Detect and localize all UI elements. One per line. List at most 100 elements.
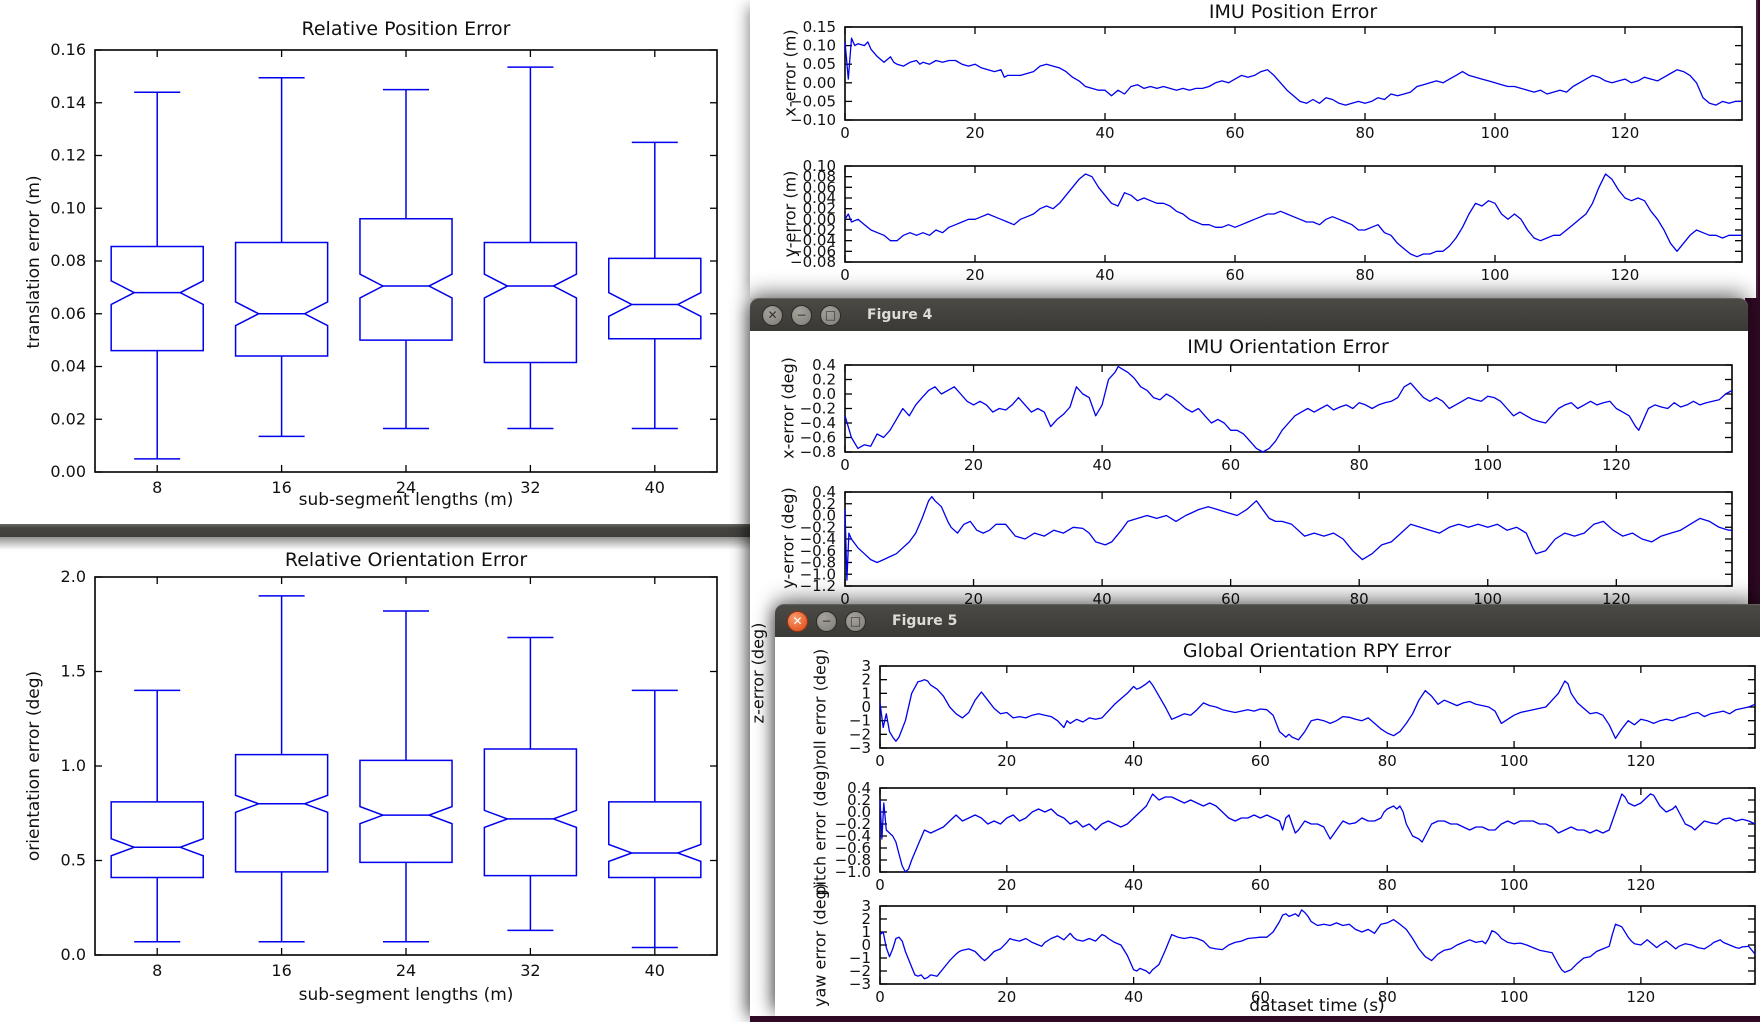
svg-text:120: 120 [1611,266,1640,284]
svg-text:0.2: 0.2 [812,371,836,389]
svg-text:80: 80 [1350,590,1369,608]
svg-text:60: 60 [1221,590,1240,608]
svg-text:8: 8 [152,478,162,497]
window-imu-position-error: IMU Position Error x-error (m) y-error (… [750,0,1758,298]
window-figure-5: ✕ − □ Figure 5 Global Orientation RPY Er… [775,604,1760,1016]
svg-text:60: 60 [1225,266,1244,284]
svg-text:32: 32 [520,961,540,980]
svg-text:−0.06: −0.06 [790,242,836,260]
svg-text:−0.02: −0.02 [790,221,836,239]
svg-text:−0.6: −0.6 [835,839,871,857]
svg-text:0.08: 0.08 [50,251,86,270]
x-axis-label-dataset-time: dataset time (s) [1249,996,1385,1016]
svg-text:1: 1 [861,923,871,941]
svg-text:0.00: 0.00 [50,462,86,481]
maximize-icon[interactable]: □ [820,304,841,326]
svg-text:0.0: 0.0 [61,945,86,964]
svg-text:24: 24 [396,961,416,980]
svg-text:40: 40 [1124,752,1143,770]
svg-text:80: 80 [1355,124,1374,142]
svg-text:−0.2: −0.2 [800,400,836,418]
svg-text:100: 100 [1500,988,1529,1006]
chart-title-relative-position-error: Relative Position Error [301,18,511,40]
close-icon[interactable]: ✕ [762,304,783,326]
svg-text:0.2: 0.2 [812,495,836,513]
svg-text:−0.8: −0.8 [800,554,836,572]
svg-text:−0.4: −0.4 [800,414,836,432]
svg-text:0.02: 0.02 [803,200,836,218]
background-window-edge-bar[interactable] [0,524,757,537]
svg-text:−1.2: −1.2 [800,577,836,595]
svg-text:80: 80 [1350,456,1369,474]
svg-text:0.04: 0.04 [50,357,86,376]
svg-text:100: 100 [1473,590,1502,608]
svg-text:−3: −3 [849,975,871,993]
svg-text:0.00: 0.00 [803,210,836,228]
svg-text:120: 120 [1627,988,1656,1006]
svg-text:−0.6: −0.6 [800,542,836,560]
lineplots-imu-position-error: 0.150.100.050.00−0.05−0.100 20 40 60 80 100 12… [790,18,1743,284]
svg-text:40: 40 [1093,456,1112,474]
svg-text:20: 20 [997,752,1016,770]
x-axis-label-subsegment-lengths-2: sub-segment lengths (m) [298,985,514,1005]
svg-text:0.5: 0.5 [61,851,86,870]
svg-text:20: 20 [964,456,983,474]
svg-text:120: 120 [1627,876,1656,894]
svg-text:0.04: 0.04 [803,189,836,207]
svg-text:8: 8 [152,961,162,980]
svg-text:0: 0 [875,988,885,1006]
svg-text:40: 40 [1095,124,1114,142]
svg-text:−0.6: −0.6 [800,429,836,447]
svg-text:0.05: 0.05 [803,55,836,73]
svg-text:−0.4: −0.4 [800,530,836,548]
svg-text:80: 80 [1378,752,1397,770]
svg-text:40: 40 [1124,988,1143,1006]
svg-text:−0.08: −0.08 [790,253,836,271]
window-relative-position-error: Relative Position Error translation erro… [0,0,752,524]
svg-text:0.06: 0.06 [803,178,836,196]
close-icon[interactable]: ✕ [787,610,808,632]
svg-text:−0.2: −0.2 [800,518,836,536]
svg-text:0.0: 0.0 [812,385,836,403]
svg-text:0.0: 0.0 [812,507,836,525]
svg-text:0.00: 0.00 [803,74,836,92]
svg-text:40: 40 [1124,876,1143,894]
svg-text:80: 80 [1378,876,1397,894]
svg-text:0: 0 [840,266,850,284]
svg-text:0.16: 0.16 [50,40,86,59]
svg-text:0.10: 0.10 [803,37,836,55]
svg-text:0.15: 0.15 [803,18,836,36]
svg-text:20: 20 [965,124,984,142]
svg-text:16: 16 [271,961,291,980]
svg-text:−0.05: −0.05 [790,92,836,110]
svg-text:60: 60 [1225,124,1244,142]
svg-text:0: 0 [861,698,871,716]
svg-text:0: 0 [875,752,885,770]
boxplot-relative-orientation-error: 0.0 0.5 1.0 1.5 2.0 8 16 24 32 40 [61,567,718,980]
titlebar-figure-5[interactable]: ✕ − □ Figure 5 [775,604,1760,637]
minimize-icon[interactable]: − [816,610,837,632]
minimize-icon[interactable]: − [791,304,812,326]
svg-text:0.08: 0.08 [803,168,836,186]
maximize-icon[interactable]: □ [845,610,866,632]
svg-text:100: 100 [1481,124,1510,142]
svg-text:100: 100 [1500,752,1529,770]
svg-text:40: 40 [645,478,665,497]
desktop-background-bottom-strip [750,1016,1760,1022]
svg-text:0.4: 0.4 [847,779,871,797]
svg-text:0: 0 [840,590,850,608]
svg-text:0.12: 0.12 [50,146,86,165]
svg-text:20: 20 [997,876,1016,894]
boxplot-relative-position-error: 0.00 0.02 0.04 0.06 0.08 0.10 0.12 0.14 0.16 8 16 2… [50,40,718,497]
titlebar-figure-4[interactable]: ✕ − □ Figure 4 [750,298,1748,331]
svg-text:24: 24 [396,478,416,497]
window-title-figure-5: Figure 5 [892,613,958,629]
svg-text:0.4: 0.4 [812,356,836,374]
window-title-figure-4: Figure 4 [867,307,933,323]
svg-text:60: 60 [1251,876,1270,894]
svg-text:120: 120 [1602,590,1631,608]
svg-text:0.10: 0.10 [803,157,836,175]
svg-text:3: 3 [861,897,871,915]
